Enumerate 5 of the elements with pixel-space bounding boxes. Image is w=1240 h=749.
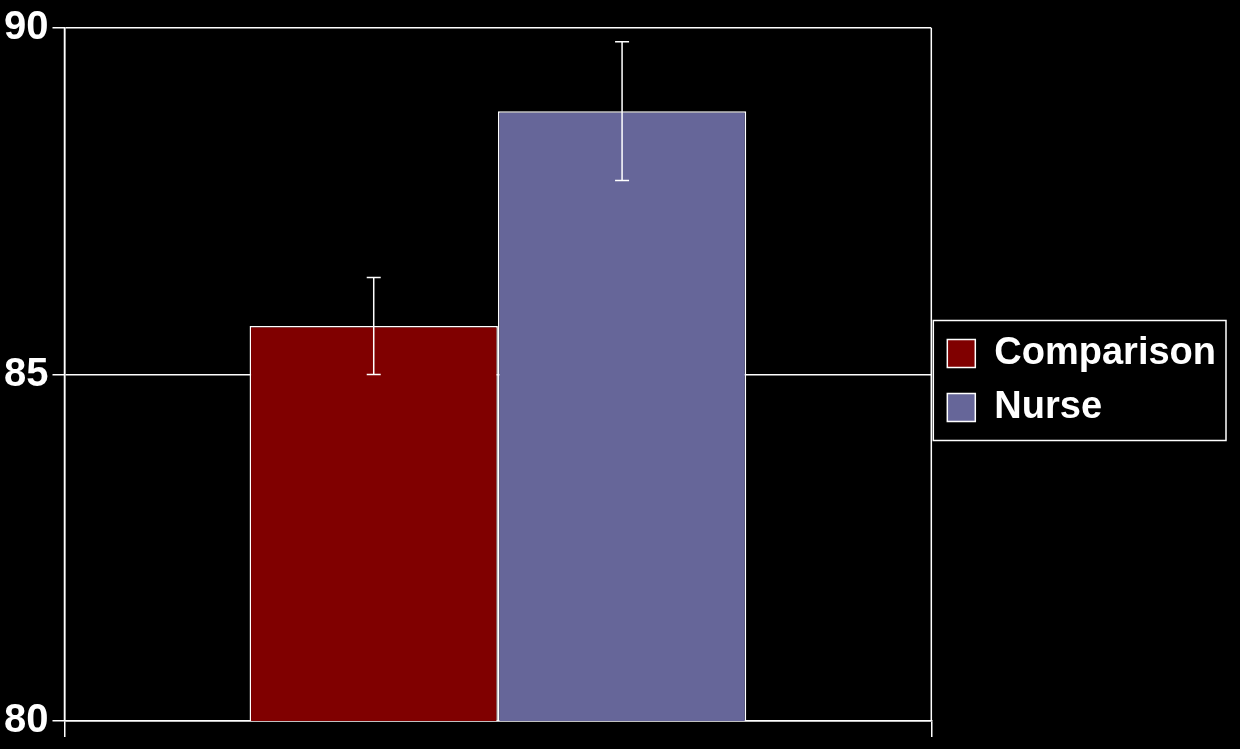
legend-label: Comparison [994, 329, 1217, 372]
y-tick-label: 85 [3, 349, 49, 394]
legend-label: Nurse [994, 383, 1103, 426]
y-tick-label: 80 [3, 696, 49, 741]
y-tick-label: 90 [3, 3, 49, 48]
